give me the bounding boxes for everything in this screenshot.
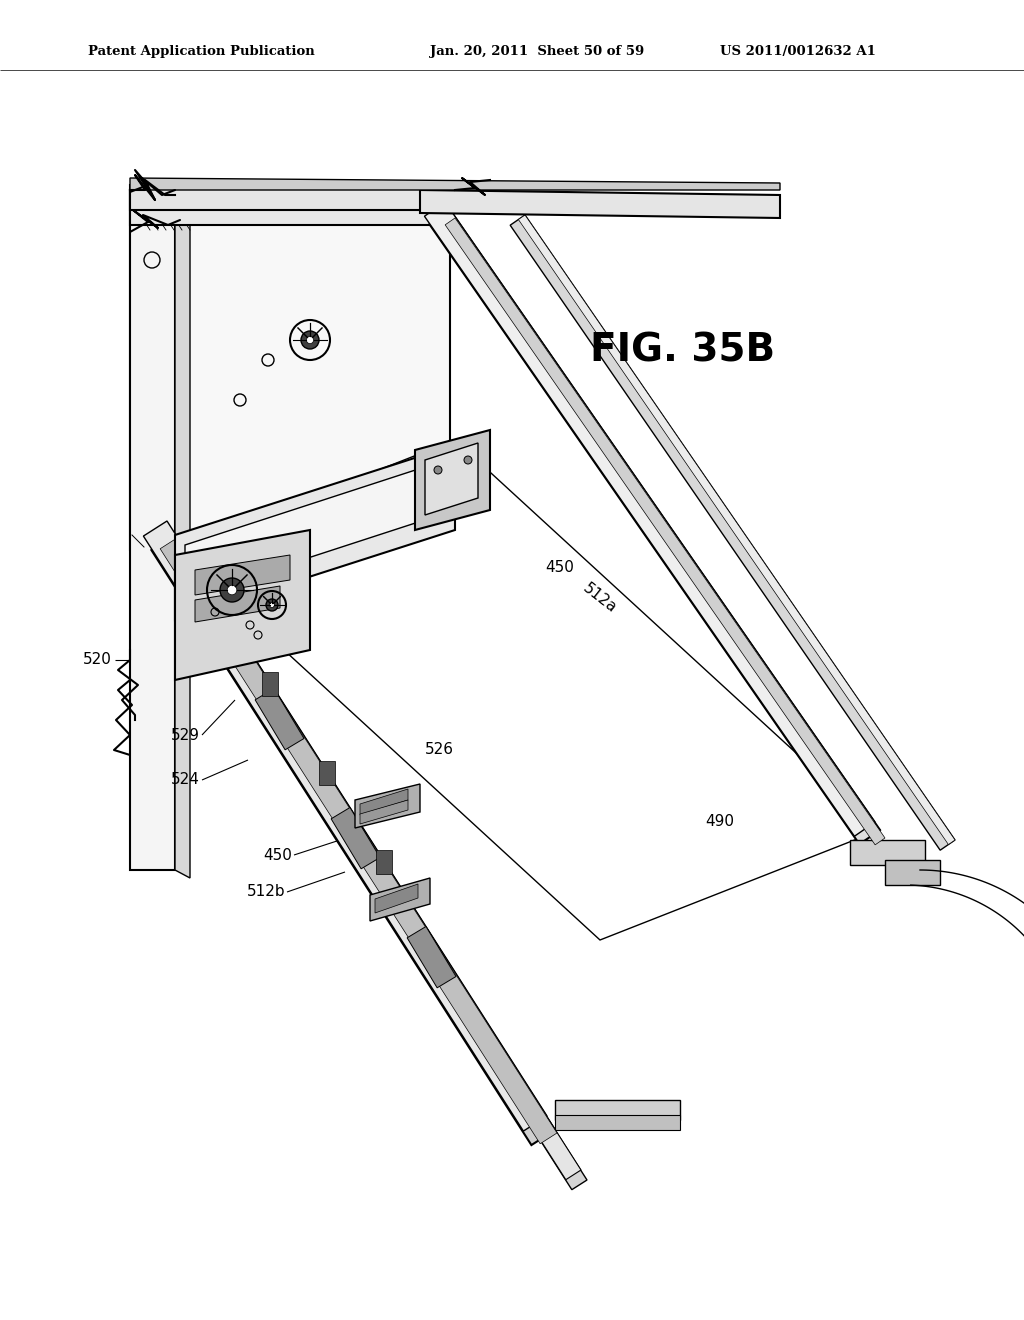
- Text: 450: 450: [545, 561, 573, 576]
- Circle shape: [464, 455, 472, 465]
- Polygon shape: [143, 521, 547, 1131]
- Polygon shape: [130, 178, 780, 190]
- Polygon shape: [370, 878, 430, 921]
- Polygon shape: [319, 762, 335, 785]
- Circle shape: [434, 466, 442, 474]
- Polygon shape: [152, 535, 555, 1144]
- Polygon shape: [175, 440, 880, 940]
- Text: FIG. 35B: FIG. 35B: [590, 331, 775, 370]
- Text: 512a: 512a: [580, 581, 620, 615]
- Text: 526: 526: [425, 742, 454, 758]
- Polygon shape: [850, 840, 925, 865]
- Polygon shape: [130, 190, 175, 870]
- Polygon shape: [175, 445, 455, 620]
- Polygon shape: [375, 884, 418, 913]
- Text: Patent Application Publication: Patent Application Publication: [88, 45, 314, 58]
- Polygon shape: [420, 190, 780, 218]
- Text: 490: 490: [705, 814, 734, 829]
- Text: 520: 520: [83, 652, 112, 668]
- Polygon shape: [175, 531, 310, 680]
- Polygon shape: [130, 190, 450, 550]
- Polygon shape: [408, 927, 456, 987]
- Polygon shape: [445, 218, 885, 845]
- Text: US 2011/0012632 A1: US 2011/0012632 A1: [720, 45, 876, 58]
- Polygon shape: [195, 586, 280, 622]
- Polygon shape: [262, 672, 278, 696]
- Polygon shape: [160, 539, 557, 1143]
- Polygon shape: [510, 215, 955, 850]
- Circle shape: [306, 337, 313, 343]
- Polygon shape: [191, 585, 587, 1189]
- Polygon shape: [130, 190, 450, 224]
- Text: 512b: 512b: [247, 884, 285, 899]
- Circle shape: [220, 578, 244, 602]
- Polygon shape: [360, 789, 408, 814]
- Polygon shape: [425, 202, 874, 837]
- Polygon shape: [518, 215, 955, 845]
- Text: 529: 529: [171, 727, 200, 742]
- Circle shape: [269, 603, 274, 607]
- Polygon shape: [255, 689, 304, 750]
- Polygon shape: [360, 800, 408, 824]
- Polygon shape: [175, 190, 190, 878]
- Polygon shape: [429, 210, 880, 845]
- Polygon shape: [185, 462, 440, 598]
- Polygon shape: [425, 444, 478, 515]
- Text: 450: 450: [263, 847, 292, 862]
- Circle shape: [301, 331, 319, 348]
- Text: 524: 524: [171, 772, 200, 788]
- Polygon shape: [555, 1100, 680, 1119]
- Polygon shape: [355, 784, 420, 828]
- Polygon shape: [376, 850, 392, 874]
- Circle shape: [266, 599, 278, 611]
- Polygon shape: [185, 576, 581, 1180]
- Polygon shape: [885, 861, 940, 884]
- Polygon shape: [130, 185, 455, 210]
- Polygon shape: [415, 430, 490, 531]
- Polygon shape: [555, 1115, 680, 1130]
- Polygon shape: [195, 554, 290, 595]
- Circle shape: [227, 585, 237, 595]
- Polygon shape: [331, 808, 380, 869]
- Text: Jan. 20, 2011  Sheet 50 of 59: Jan. 20, 2011 Sheet 50 of 59: [430, 45, 644, 58]
